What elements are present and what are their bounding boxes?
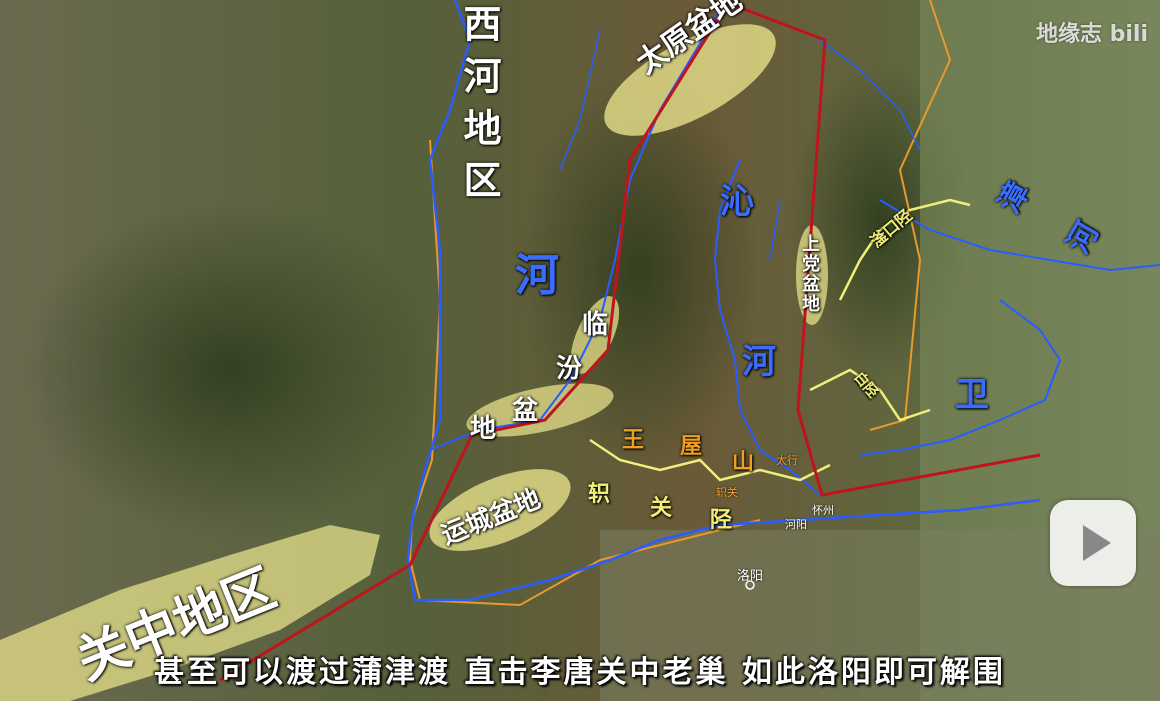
taiyuan-basin	[604, 24, 776, 136]
linfen-basin	[466, 383, 614, 437]
linfen-basin-label-1: 临	[582, 310, 609, 340]
qin-river-label-2: 河	[742, 342, 776, 382]
luoyang-label: 洛阳	[737, 569, 764, 584]
linfen-basin-label-2: 汾	[556, 354, 583, 384]
yellow-river	[406, 0, 1041, 602]
red-route	[219, 1, 1041, 682]
shangdang-basin-label: 上党盆地	[799, 234, 820, 314]
qin-river	[713, 159, 821, 496]
linfen-basin-label-3: 盆	[512, 396, 539, 426]
heyang-label: 河阳	[785, 518, 807, 531]
play-button[interactable]	[1050, 500, 1136, 586]
river-he-label: 河	[515, 250, 559, 301]
fen-river	[429, 9, 721, 451]
wangwu-mountain-label-3: 山	[732, 450, 755, 475]
watermark: 地缘志 bili	[1035, 22, 1148, 47]
mountain-shade	[20, 200, 440, 540]
taihang-label: 太行	[776, 454, 798, 467]
qin-river-label-1: 沁	[720, 182, 754, 222]
wangwu-mountain-label-2: 屋	[680, 434, 703, 459]
tributary	[559, 29, 921, 261]
zhiguan-label: 轵关	[716, 486, 738, 499]
zhi-pass-label-2: 关	[650, 496, 673, 521]
zhang-river	[859, 199, 1160, 456]
wei-river-label: 卫	[955, 375, 989, 415]
luoyang-marker	[745, 580, 755, 590]
pass-route-fukou	[838, 198, 971, 301]
huaizhou-label: 怀州	[812, 504, 834, 517]
pass-route-baixing	[809, 368, 931, 422]
province-border	[408, 0, 952, 607]
wangwu-mountain-label-1: 王	[622, 428, 645, 453]
subtitle-caption: 甚至可以渡过蒲津渡 直击李唐关中老巢 如此洛阳即可解围	[154, 655, 1006, 690]
xihe-region-label: 西河地区	[457, 4, 501, 212]
zhi-pass-label-1: 轵	[588, 482, 611, 507]
guanzhong-region	[0, 525, 380, 701]
pass-route-zhi	[589, 438, 831, 482]
shangdang-basin	[796, 225, 828, 325]
zhi-pass-label-3: 陉	[710, 508, 733, 533]
yuncheng-basin	[429, 469, 571, 551]
linfen-basin-label-4: 地	[470, 414, 497, 444]
